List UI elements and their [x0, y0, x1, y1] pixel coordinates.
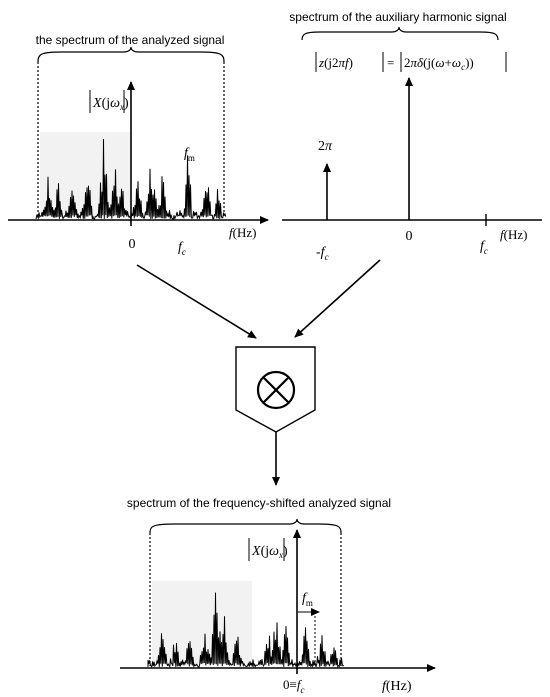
svg-text:X(jωx): X(jωx) [251, 544, 288, 560]
auxiliary-spectrum-title: spectrum of the auxiliary harmonic signa… [289, 10, 506, 24]
svg-text:=: = [387, 55, 394, 70]
auxiliary-formula: z(j2πf) = 2πδ(j(ω+ωc)) [315, 52, 507, 72]
analyzed-axis-label: f(Hz) [229, 225, 256, 240]
shifted-origin-label: 0≡fc [283, 677, 304, 695]
analyzed-fm-label: fm [184, 146, 195, 163]
shifted-spectrum-trace [147, 592, 345, 669]
analyzed-spectrum-title: the spectrum of the analyzed signal [36, 33, 225, 47]
analyzed-spectrum-panel: the spectrum of the analyzed signal X(jω… [8, 33, 269, 257]
shifted-spectrum-panel: spectrum of the frequency-shifted analyz… [120, 496, 436, 695]
analyzed-magnitude-label: X(jωx) [89, 90, 129, 113]
auxiliary-axis-label: f(Hz) [500, 227, 527, 242]
analyzed-origin-label: 0 [129, 237, 136, 252]
auxiliary-spectrum-panel: spectrum of the auxiliary harmonic signa… [282, 10, 542, 262]
auxiliary-neg-fc-label: -fc [316, 245, 329, 262]
shifted-fm-label: fm [302, 591, 313, 608]
svg-text:z(j2πf): z(j2πf) [318, 55, 353, 70]
auxiliary-impulse-label: 2π [318, 139, 333, 154]
mixer-block [235, 346, 316, 433]
shifted-axis-label: f(Hz) [382, 679, 412, 694]
auxiliary-brace [301, 26, 499, 41]
svg-text:X(jωx): X(jωx) [92, 96, 129, 112]
svg-text:2πδ(j(ω+ωc)): 2πδ(j(ω+ωc)) [404, 55, 474, 72]
arrow-to-mixer-left [136, 264, 257, 339]
auxiliary-origin-label: 0 [406, 229, 413, 244]
arrow-to-mixer-right [294, 259, 381, 338]
analyzed-fc-label: fc [178, 240, 186, 257]
shifted-magnitude-label: X(jωx) [248, 538, 288, 561]
auxiliary-fc-label: fc [480, 239, 488, 256]
shifted-spectrum-title: spectrum of the frequency-shifted analyz… [127, 496, 391, 510]
shifted-brace [149, 518, 342, 534]
analyzed-brace [37, 46, 225, 63]
